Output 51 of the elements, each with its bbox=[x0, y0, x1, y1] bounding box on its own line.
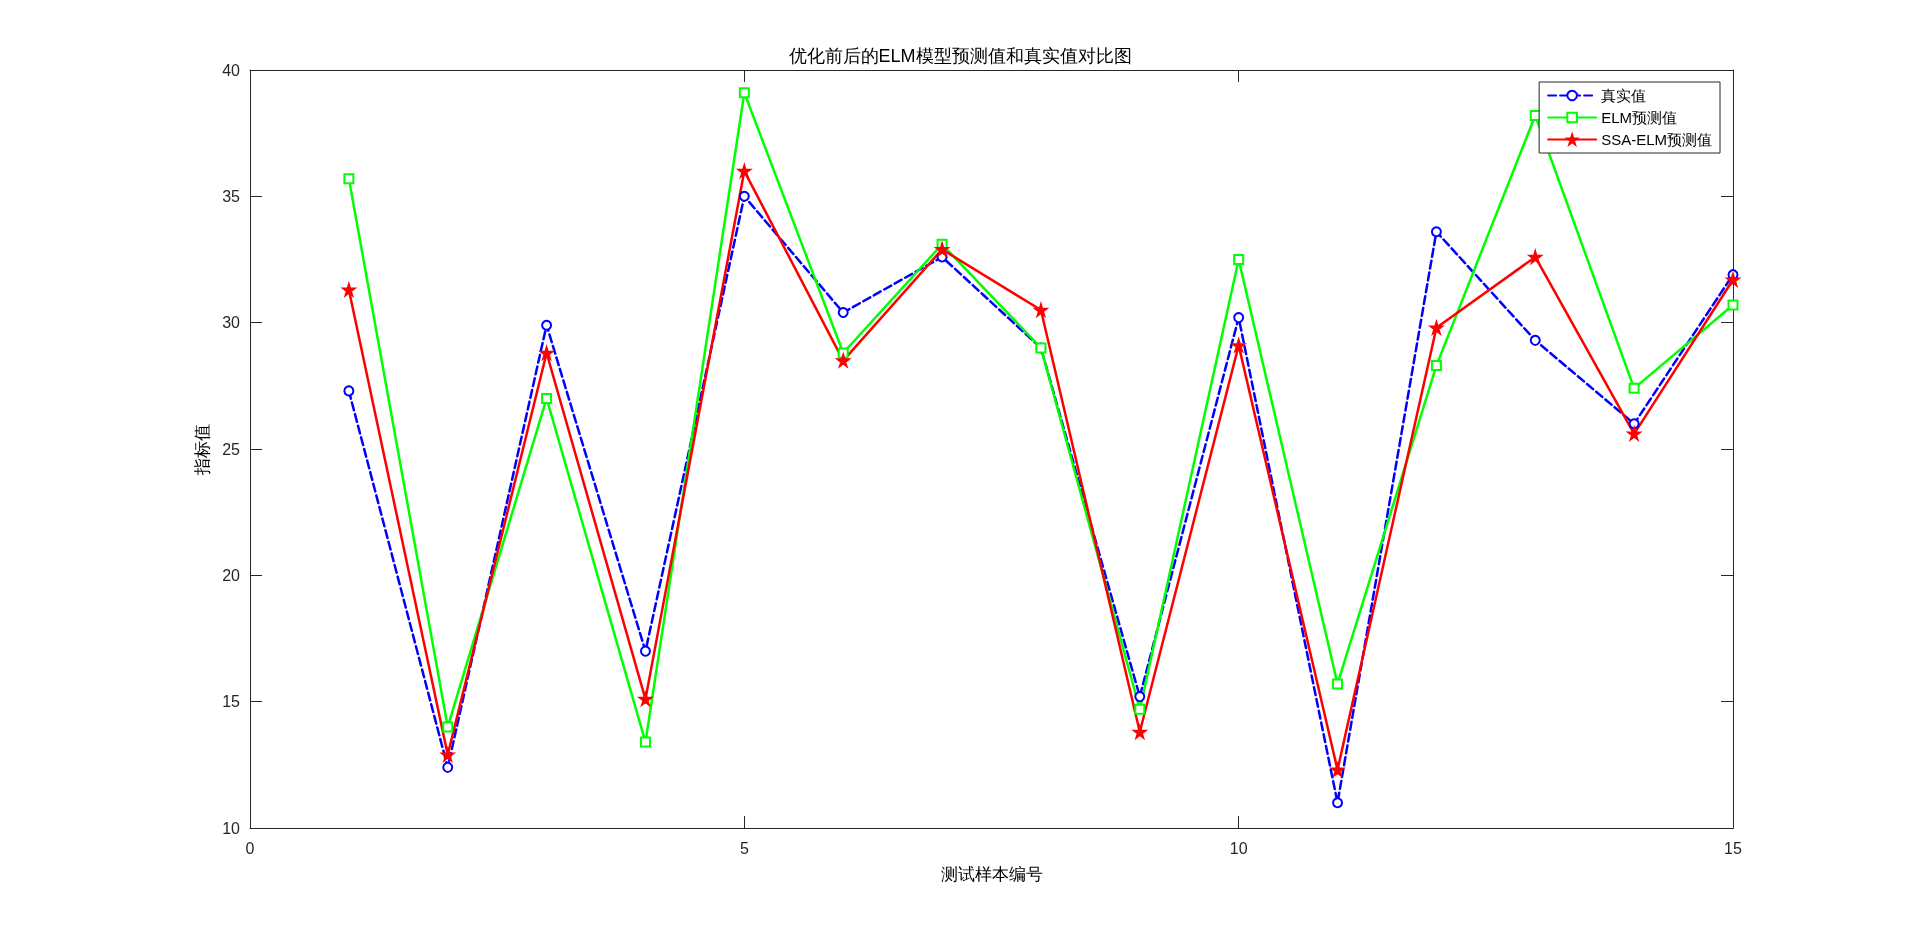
point bbox=[738, 87, 750, 99]
point bbox=[1332, 797, 1344, 809]
legend-label: SSA-ELM预测值 bbox=[1601, 131, 1713, 148]
point bbox=[837, 347, 849, 359]
point bbox=[1233, 254, 1245, 265]
point bbox=[736, 162, 753, 180]
point bbox=[1727, 299, 1739, 311]
point bbox=[1134, 691, 1146, 703]
y-tick-label: 35 bbox=[222, 187, 241, 205]
point bbox=[637, 690, 654, 708]
point bbox=[343, 173, 355, 185]
chart-title: 优化前后的ELM模型预测值和真实值对比图 bbox=[788, 46, 1132, 66]
point bbox=[1430, 360, 1442, 372]
point bbox=[343, 385, 355, 397]
point bbox=[538, 344, 555, 362]
point bbox=[541, 319, 553, 331]
x-tick-label: 10 bbox=[1229, 839, 1248, 857]
y-tick-label: 40 bbox=[222, 61, 241, 79]
point bbox=[1230, 336, 1247, 354]
x-tick-label: 5 bbox=[739, 839, 749, 857]
point bbox=[933, 240, 951, 258]
legend-label: ELM预测值 bbox=[1601, 109, 1677, 126]
point bbox=[837, 307, 849, 319]
y-tick-label: 25 bbox=[222, 440, 241, 458]
x-tick-label: 0 bbox=[245, 839, 255, 857]
point bbox=[1625, 425, 1643, 442]
x-axis-title: 测试样本编号 bbox=[940, 865, 1043, 884]
point bbox=[442, 761, 454, 773]
point bbox=[1529, 334, 1541, 346]
point bbox=[1233, 312, 1245, 324]
point bbox=[639, 645, 651, 657]
y-tick-label: 30 bbox=[222, 314, 241, 332]
point bbox=[1430, 226, 1442, 238]
y-tick-label: 15 bbox=[222, 693, 241, 711]
y-tick-label: 20 bbox=[222, 566, 241, 584]
point bbox=[541, 392, 553, 404]
point bbox=[1527, 248, 1544, 266]
x-tick-label: 15 bbox=[1724, 839, 1742, 857]
point bbox=[1628, 382, 1640, 394]
point bbox=[1628, 418, 1640, 430]
point bbox=[442, 721, 454, 733]
point bbox=[1131, 723, 1148, 741]
point bbox=[1332, 678, 1344, 690]
point bbox=[639, 736, 651, 748]
point bbox=[738, 190, 750, 202]
point bbox=[1134, 703, 1146, 715]
point bbox=[1032, 301, 1050, 319]
y-tick-label: 10 bbox=[222, 819, 241, 837]
point bbox=[340, 281, 358, 298]
y-axis-title: 指标值 bbox=[193, 423, 213, 476]
legend-label: 真实值 bbox=[1601, 87, 1647, 104]
